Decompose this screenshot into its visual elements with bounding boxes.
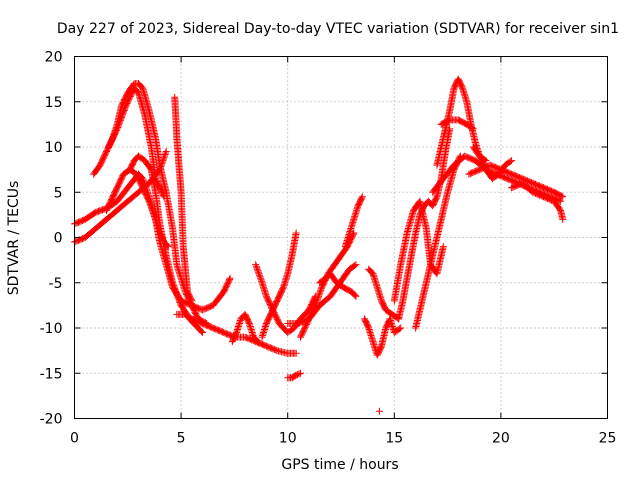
x-tick-label: 10 <box>279 431 297 447</box>
y-axis-label: SDTVAR / TECUs <box>6 181 22 296</box>
series-trace16 <box>284 369 304 382</box>
x-axis-label: GPS time / hours <box>281 457 398 473</box>
data-point-markers <box>469 143 516 183</box>
y-tick-label: -10 <box>40 321 63 337</box>
data-marks <box>71 75 567 415</box>
data-point-markers <box>284 261 360 327</box>
series-trace9 <box>228 310 262 346</box>
data-point-markers <box>361 315 405 359</box>
data-point-markers <box>258 229 300 341</box>
data-point-markers <box>341 193 366 251</box>
y-tick-label: 20 <box>45 50 63 66</box>
y-tick-label: 0 <box>54 231 63 247</box>
y-tick-label: -20 <box>40 412 63 428</box>
x-tick-label: 15 <box>385 431 403 447</box>
series-trace19 <box>375 407 383 415</box>
x-tick-label: 25 <box>599 431 617 447</box>
series-trace27 <box>469 143 516 183</box>
data-point-markers <box>252 261 319 336</box>
data-point-markers <box>316 270 360 300</box>
series-trace17 <box>361 315 405 359</box>
y-tick-label: 10 <box>45 140 63 156</box>
y-tick-label: 5 <box>54 185 63 201</box>
y-tick-label: 15 <box>45 95 63 111</box>
series-trace10 <box>252 261 319 336</box>
data-point-markers <box>228 310 262 346</box>
y-tick-label: -15 <box>40 366 63 382</box>
chart-title: Day 227 of 2023, Sidereal Day-to-day VTE… <box>57 21 619 37</box>
series-trace12 <box>284 261 360 327</box>
data-point-markers <box>375 407 383 415</box>
x-tick-label: 0 <box>70 431 79 447</box>
plot-frame <box>74 56 608 419</box>
data-point-markers <box>171 93 196 305</box>
series-trace14 <box>316 270 360 300</box>
series-trace22 <box>412 152 464 332</box>
data-point-markers <box>284 369 304 382</box>
x-tick-label: 5 <box>177 431 186 447</box>
series-trace24 <box>433 75 490 169</box>
data-point-markers <box>433 75 490 169</box>
axis-ticks: 0 5 10 15 20 25 -20 -15 -10 -5 0 5 10 15 20 <box>40 50 617 447</box>
series-trace15 <box>341 193 366 251</box>
y-tick-label: -5 <box>49 276 63 292</box>
series-trace18 <box>365 265 403 323</box>
grid-lines <box>74 56 608 419</box>
series-trace28 <box>508 179 567 223</box>
data-point-markers <box>412 152 464 332</box>
series-trace7 <box>171 93 196 305</box>
data-point-markers <box>365 265 403 323</box>
x-tick-label: 20 <box>492 431 510 447</box>
data-point-markers <box>508 179 567 223</box>
series-trace11 <box>258 229 300 341</box>
